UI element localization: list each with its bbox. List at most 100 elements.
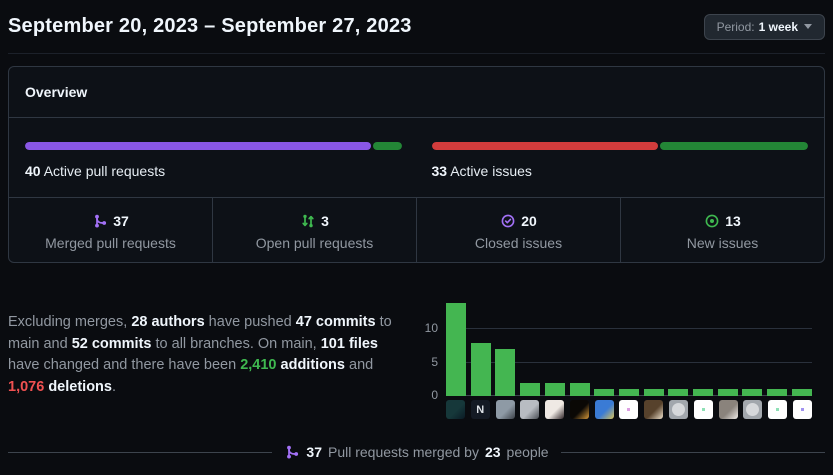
avatar[interactable] xyxy=(619,400,639,419)
identicon-pixels xyxy=(800,408,804,411)
commit-bar xyxy=(618,389,639,396)
new-segment xyxy=(660,142,808,150)
octocat-mark xyxy=(672,403,686,416)
stat-merged-pull-requests[interactable]: 37 Merged pull requests xyxy=(9,198,212,262)
avatar[interactable] xyxy=(495,400,515,419)
overview-panel: Overview 40 Active pull requests 33 Acti… xyxy=(8,66,825,263)
active-pr-text: Active pull requests xyxy=(43,163,166,179)
avatar[interactable] xyxy=(594,400,614,419)
avatar[interactable] xyxy=(644,400,664,419)
summary-segment: Excluding merges, xyxy=(8,314,132,330)
issues-progress-bar xyxy=(431,142,808,150)
identicon-pixels xyxy=(701,408,705,411)
divider-line-right xyxy=(560,451,826,453)
merged-pr-count: 37 xyxy=(113,213,129,229)
avatar[interactable] xyxy=(768,400,788,419)
stat-new-issues[interactable]: 13 New issues xyxy=(620,198,824,262)
pull-requests-activity-label: 40 Active pull requests xyxy=(25,163,402,179)
summary-segment: have pushed xyxy=(204,314,296,330)
open-pr-label: Open pull requests xyxy=(255,235,374,251)
commit-bar xyxy=(791,389,812,396)
summary-segment: 47 commits xyxy=(295,314,376,330)
avatar[interactable] xyxy=(520,400,540,419)
commit-bar xyxy=(742,389,763,396)
summary-segment: have changed and there have been xyxy=(8,357,241,373)
issue-opened-icon xyxy=(705,214,719,228)
footer-people-count: 23 xyxy=(484,444,501,460)
summary-segment: additions xyxy=(280,357,345,373)
merged-by-footer: 37 Pull requests merged by 23 people xyxy=(8,443,826,461)
closed-segment xyxy=(431,142,659,150)
merged-segment xyxy=(25,142,372,150)
merged-pr-label: Merged pull requests xyxy=(45,235,176,251)
avatar[interactable] xyxy=(446,400,465,419)
chevron-down-icon xyxy=(804,24,812,29)
avatar[interactable] xyxy=(792,400,812,419)
summary-segment: . xyxy=(111,378,117,395)
closed-issues-label: Closed issues xyxy=(474,235,563,251)
overview-stats-row: 37 Merged pull requests 3 Open pul xyxy=(9,197,824,262)
pulse-header: September 20, 2023 – September 27, 2023 … xyxy=(8,0,825,54)
avatar[interactable] xyxy=(669,400,689,419)
octocat-mark xyxy=(746,403,760,416)
commit-bar xyxy=(446,302,466,396)
commit-bar xyxy=(470,342,491,396)
period-label: Period: xyxy=(716,19,755,34)
footer-merged-count: 37 xyxy=(306,444,322,460)
commit-bar xyxy=(767,389,788,396)
stat-open-pull-requests[interactable]: 3 Open pull requests xyxy=(212,198,416,262)
summary-segment: to main and xyxy=(8,314,392,352)
period-dropdown-button[interactable]: Period: 1 week xyxy=(703,13,825,40)
commit-bar xyxy=(520,382,541,396)
chart-plot-area: 0 5 10 xyxy=(425,296,812,402)
issues-activity: 33 Active issues xyxy=(431,142,809,179)
summary-segment: to all branches. On main, xyxy=(151,335,321,352)
git-pull-request-icon xyxy=(302,214,314,228)
avatar[interactable] xyxy=(718,400,738,419)
footer-middle-text: Pull requests merged by xyxy=(328,444,479,460)
commit-bar xyxy=(569,382,590,396)
avatar[interactable] xyxy=(569,400,589,419)
gridline-y-5: 5 xyxy=(431,355,812,369)
git-merge-icon xyxy=(287,445,299,459)
activity-bars-row: 40 Active pull requests 33 Active issues xyxy=(9,118,824,179)
new-issues-count: 13 xyxy=(725,213,741,229)
issue-closed-icon xyxy=(501,214,515,228)
y-tick-label: 10 xyxy=(424,321,438,336)
closed-issues-count: 20 xyxy=(521,213,537,229)
gridline-y-10: 10 xyxy=(425,321,812,335)
period-value: 1 week xyxy=(758,19,798,34)
commit-bar xyxy=(594,389,615,396)
active-pr-count: 40 xyxy=(25,163,41,179)
commit-bar xyxy=(693,389,714,396)
y-tick-label: 0 xyxy=(431,388,438,402)
divider-line-left xyxy=(8,451,273,453)
identicon-pixels xyxy=(627,408,631,411)
page-title: September 20, 2023 – September 27, 2023 xyxy=(8,15,412,37)
summary-segment: 2,410 xyxy=(240,357,277,373)
summary-segment: 1,076 xyxy=(8,378,45,395)
active-issues-count: 33 xyxy=(431,163,448,179)
pull-requests-activity: 40 Active pull requests xyxy=(25,142,402,179)
avatar[interactable]: N xyxy=(470,400,490,419)
open-segment xyxy=(373,142,402,150)
pull-requests-progress-bar xyxy=(25,142,402,150)
avatar[interactable] xyxy=(743,400,763,419)
new-issues-label: New issues xyxy=(686,235,759,251)
issues-activity-label: 33 Active issues xyxy=(432,163,809,179)
summary-segment: and xyxy=(344,357,374,373)
footer-end-text: people xyxy=(506,444,549,460)
summary-segment: 101 files xyxy=(320,335,378,352)
summary-segment: 52 commits xyxy=(71,335,152,352)
avatar[interactable] xyxy=(693,400,713,419)
summary-segment: 28 authors xyxy=(131,314,205,330)
commit-bar xyxy=(544,382,565,396)
commit-bar xyxy=(668,389,689,396)
y-tick-label: 5 xyxy=(431,354,438,369)
git-merge-icon xyxy=(95,214,107,228)
commit-bar xyxy=(495,349,516,396)
activity-summary-text: Excluding merges, 28 authors have pushed… xyxy=(8,312,410,398)
stat-closed-issues[interactable]: 20 Closed issues xyxy=(416,198,620,262)
identicon-pixels xyxy=(776,408,780,411)
avatar[interactable] xyxy=(545,400,565,419)
